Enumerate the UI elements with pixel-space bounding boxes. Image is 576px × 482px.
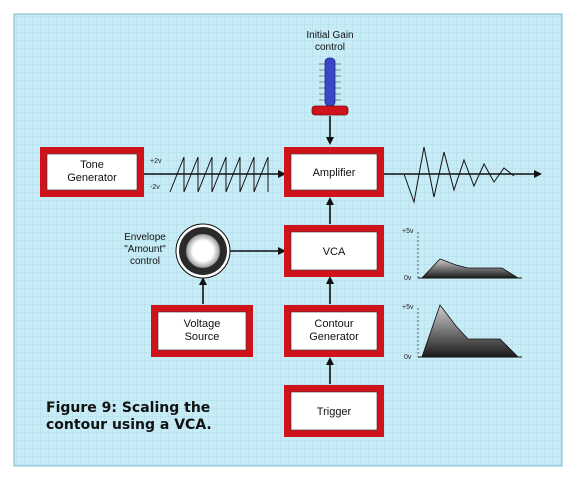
scaled-envelope-graph: +5v 0v — [402, 228, 522, 282]
figure-caption: Figure 9: Scaling the contour using a VCA… — [46, 400, 212, 433]
fader-track — [324, 57, 336, 107]
envelope-amount-label: Envelope "Amount" control — [124, 232, 166, 267]
initial-gain-fader[interactable] — [311, 57, 349, 116]
envelope-amount-knob[interactable] — [175, 223, 231, 279]
fader-knob[interactable] — [311, 105, 349, 116]
env1-bottom-label: 0v — [404, 275, 412, 282]
tone-generator-label: Tone Generator — [67, 159, 117, 184]
scaled-envelope-shape — [421, 258, 520, 279]
connectors — [144, 116, 542, 384]
vca-box: VCA — [284, 225, 384, 277]
env1-top-label: +5v — [402, 228, 414, 235]
voltage-source-box: Voltage Source — [151, 305, 253, 357]
amplifier-box: Amplifier — [284, 147, 384, 197]
env2-top-label: +5v — [402, 304, 414, 311]
full-envelope-shape — [421, 304, 519, 358]
amplifier-label: Amplifier — [313, 167, 356, 179]
vca-label: VCA — [323, 246, 346, 258]
voltage-source-label: Voltage Source — [184, 318, 221, 343]
contour-generator-label: Contour Generator — [309, 318, 359, 343]
tone-plus-label: +2v — [150, 158, 162, 165]
tone-minus-label: -2v — [150, 184, 160, 191]
full-envelope-graph: +5v 0v — [402, 304, 522, 361]
frame — [13, 13, 563, 467]
output-wave — [403, 146, 515, 204]
tone-generator-box: Tone Generator — [40, 147, 144, 197]
trigger-label: Trigger — [317, 406, 352, 418]
env2-bottom-label: 0v — [404, 354, 412, 361]
contour-generator-box: Contour Generator — [284, 305, 384, 357]
sawtooth-wave — [169, 156, 269, 193]
initial-gain-label: Initial Gain control — [306, 30, 353, 53]
trigger-box: Trigger — [284, 385, 384, 437]
